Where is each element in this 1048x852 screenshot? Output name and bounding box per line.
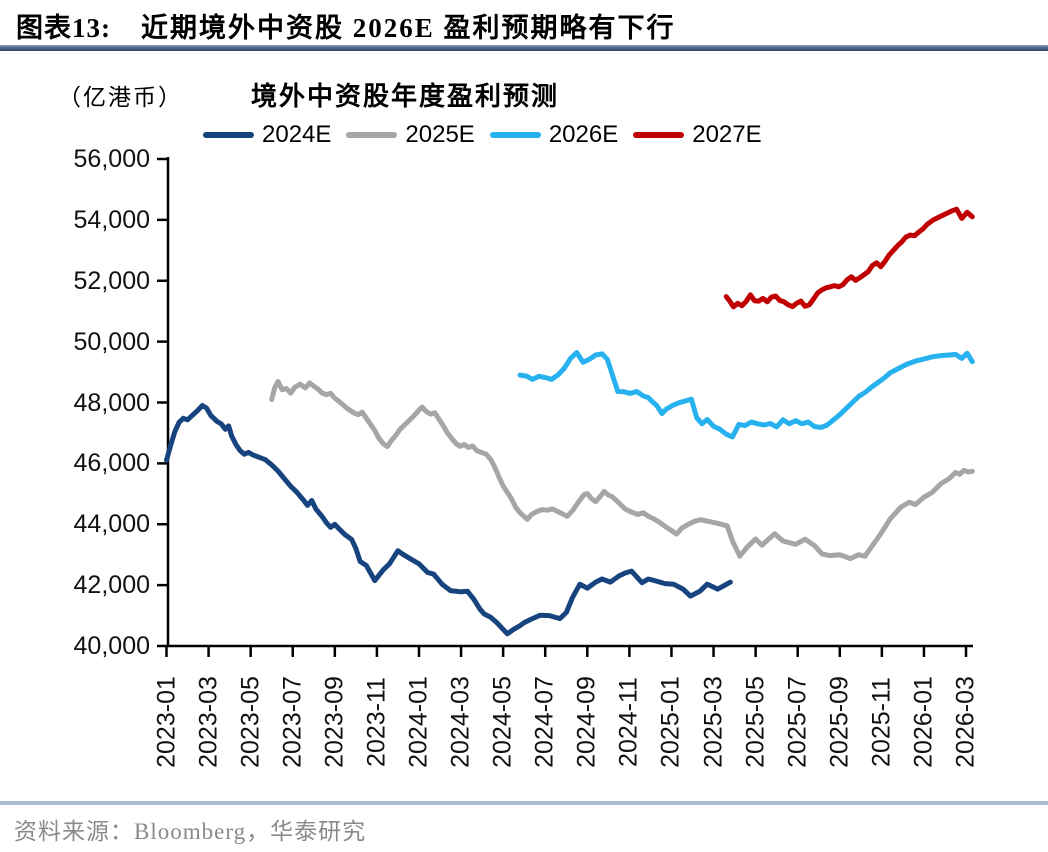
y-axis-tick-label: 54,000 (73, 205, 150, 234)
chart-legend: 2024E 2025E 2026E 2027E (203, 121, 762, 149)
x-axis-tick-label: 2026-03 (951, 676, 980, 768)
x-axis-tick-label: 2025-11 (867, 677, 896, 767)
legend-item-2027e: 2027E (633, 121, 762, 149)
y-axis-tick-label: 46,000 (73, 449, 150, 478)
legend-swatch-2026e (489, 132, 541, 138)
legend-swatch-2025e (346, 132, 398, 138)
legend-swatch-2024e (203, 132, 254, 138)
legend-item-2025e: 2025E (346, 121, 475, 149)
chart-title: 境外中资股年度盈利预测 (250, 82, 559, 111)
y-axis-tick-label: 56,000 (73, 145, 150, 173)
legend-label-2027e: 2027E (692, 121, 762, 148)
x-axis-tick-label: 2026-01 (909, 676, 938, 768)
figure-number-label: 图表13: (16, 13, 111, 43)
x-axis-tick-label: 2023-03 (194, 676, 223, 768)
y-axis-unit-label: （亿港币） (58, 85, 183, 110)
source-note: 资料来源：Bloomberg，华泰研究 (14, 819, 367, 844)
series-line-2024e (164, 403, 733, 637)
series-line-2027e (723, 206, 975, 310)
x-axis-tick-label: 2023-05 (236, 676, 265, 768)
x-axis-tick-label: 2023-07 (278, 676, 307, 768)
y-axis-tick-label: 42,000 (73, 571, 150, 600)
x-axis-tick-label: 2024-03 (446, 676, 475, 768)
figure-title: 近期境外中资股 2026E 盈利预期略有下行 (141, 13, 676, 43)
legend-swatch-2027e (633, 132, 685, 138)
legend-item-2024e: 2024E (203, 121, 331, 149)
legend-label-2025e: 2025E (405, 121, 475, 148)
legend-item-2026e: 2026E (489, 121, 619, 149)
series-line-2026e (517, 350, 975, 440)
x-axis-tick-label: 2023-01 (152, 676, 180, 768)
x-axis-tick-label: 2024-09 (572, 676, 601, 768)
x-axis-tick-label: 2024-07 (530, 676, 559, 768)
header-divider (0, 45, 1048, 51)
y-axis-tick-label: 44,000 (73, 510, 150, 539)
x-axis-tick-label: 2023-11 (362, 677, 391, 767)
series-line-2025e (269, 379, 975, 562)
x-axis-tick-label: 2023-09 (320, 676, 349, 768)
x-axis-tick-label: 2025-01 (656, 676, 685, 768)
y-axis-tick-label: 50,000 (73, 327, 150, 356)
legend-label-2026e: 2026E (548, 121, 619, 148)
y-axis-tick-label: 52,000 (73, 266, 150, 295)
y-axis-tick-label: 48,000 (73, 388, 150, 417)
x-axis-tick-label: 2024-11 (614, 677, 643, 767)
x-axis-tick-label: 2025-07 (783, 676, 812, 768)
x-axis-tick-label: 2024-01 (404, 676, 433, 768)
x-axis-tick-label: 2025-09 (825, 676, 854, 768)
figure-header: 图表13: 近期境外中资股 2026E 盈利预期略有下行 (16, 6, 1048, 45)
footer-divider (0, 801, 1048, 805)
legend-label-2024e: 2024E (262, 121, 332, 148)
y-axis-tick-label: 40,000 (73, 632, 150, 660)
x-axis-tick-label: 2025-05 (741, 676, 770, 768)
x-axis-tick-label: 2025-03 (699, 676, 728, 768)
x-axis-tick-label: 2024-05 (488, 676, 517, 768)
